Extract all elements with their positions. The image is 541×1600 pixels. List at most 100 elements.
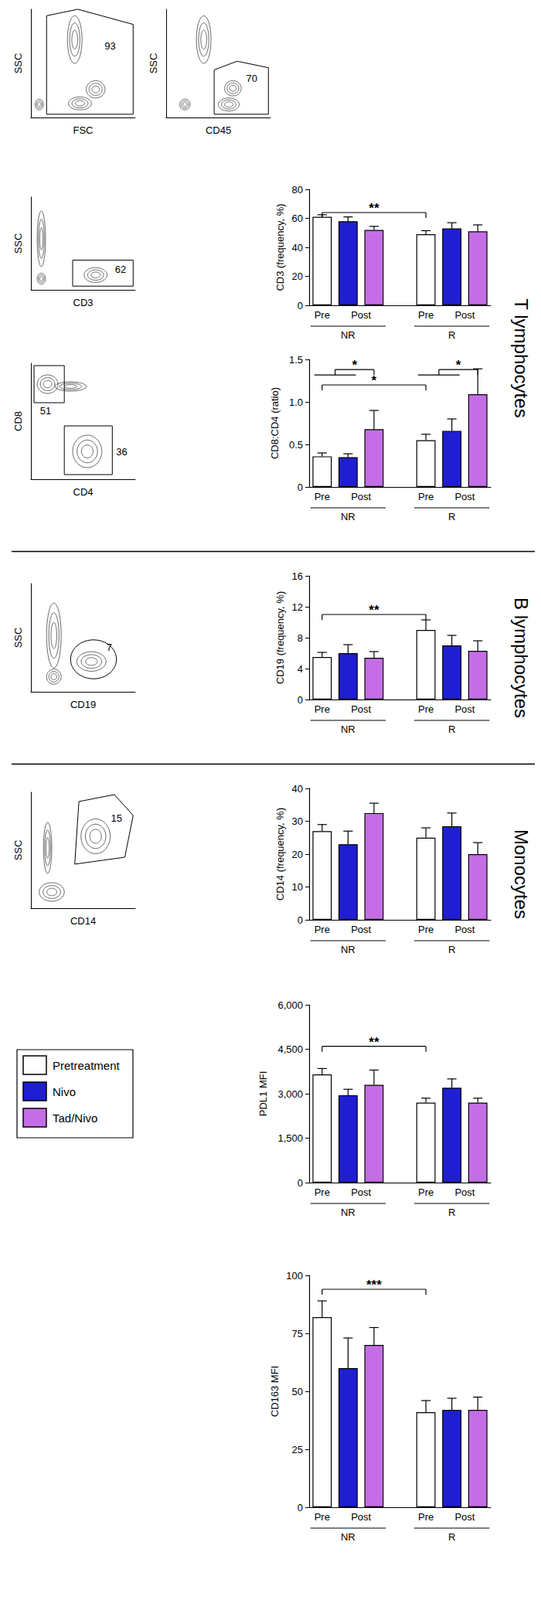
svg-text:10: 10 — [292, 881, 303, 893]
svg-text:1.0: 1.0 — [289, 396, 303, 409]
svg-text:Post: Post — [350, 923, 371, 936]
svg-text:T lymphocytes: T lymphocytes — [510, 298, 532, 418]
svg-text:CD3 (frequency, %): CD3 (frequency, %) — [274, 203, 286, 291]
svg-text:Pre: Pre — [418, 703, 434, 715]
svg-text:NR: NR — [340, 329, 356, 341]
svg-text:CD14: CD14 — [70, 915, 96, 927]
svg-text:Pre: Pre — [314, 309, 331, 321]
svg-text:25: 25 — [292, 1443, 303, 1456]
svg-text:NR: NR — [340, 1206, 356, 1219]
svg-text:R: R — [448, 1531, 456, 1543]
svg-text:SSC: SSC — [12, 627, 24, 649]
svg-text:CD163 MFI: CD163 MFI — [268, 1365, 281, 1417]
svg-text:SSC: SSC — [147, 53, 160, 75]
svg-text:Pretreatment: Pretreatment — [52, 1058, 121, 1072]
svg-text:NR: NR — [340, 510, 356, 523]
svg-text:0: 0 — [297, 914, 303, 926]
svg-text:0: 0 — [297, 1177, 303, 1189]
svg-text:SSC: SSC — [12, 840, 24, 861]
svg-text:CD8:CD4 (ratio): CD8:CD4 (ratio) — [268, 387, 281, 460]
svg-text:Post: Post — [350, 309, 371, 321]
svg-text:R: R — [448, 329, 456, 341]
svg-text:R: R — [448, 510, 456, 523]
svg-text:CD3: CD3 — [72, 296, 93, 309]
svg-text:50: 50 — [292, 1385, 303, 1398]
svg-text:Post: Post — [454, 703, 475, 715]
svg-text:8: 8 — [297, 632, 303, 644]
svg-text:Pre: Pre — [314, 923, 331, 936]
svg-text:Pre: Pre — [418, 923, 434, 936]
svg-text:CD19: CD19 — [70, 698, 96, 711]
svg-text:CD14 (frequency, %): CD14 (frequency, %) — [274, 807, 286, 901]
svg-text:Post: Post — [454, 1510, 475, 1523]
svg-text:20: 20 — [292, 270, 303, 283]
svg-text:75: 75 — [292, 1327, 303, 1340]
svg-text:*: * — [455, 357, 462, 373]
svg-text:B lymphocytes: B lymphocytes — [510, 597, 532, 718]
svg-text:**: ** — [368, 200, 380, 216]
svg-text:0: 0 — [297, 694, 303, 706]
svg-text:NR: NR — [340, 1531, 356, 1543]
svg-text:SSC: SSC — [12, 53, 24, 75]
svg-text:PDL1 MFI: PDL1 MFI — [257, 1071, 269, 1117]
svg-text:CD8: CD8 — [12, 411, 24, 432]
svg-text:1,500: 1,500 — [277, 1132, 303, 1144]
svg-text:***: *** — [366, 1277, 382, 1293]
svg-text:Pre: Pre — [314, 1510, 331, 1523]
svg-text:0.5: 0.5 — [289, 438, 303, 451]
svg-text:R: R — [448, 1206, 456, 1219]
svg-text:Post: Post — [454, 1186, 475, 1198]
svg-text:1.5: 1.5 — [289, 353, 303, 366]
svg-text:R: R — [448, 943, 456, 956]
svg-text:CD19 (frequency, %): CD19 (frequency, %) — [274, 591, 286, 684]
svg-text:0: 0 — [297, 1501, 303, 1514]
svg-text:60: 60 — [292, 212, 303, 225]
svg-text:51: 51 — [40, 404, 52, 417]
svg-text:12: 12 — [292, 601, 303, 613]
svg-text:Nivo: Nivo — [52, 1085, 76, 1099]
svg-text:CD45: CD45 — [205, 124, 232, 137]
svg-text:*: * — [371, 373, 378, 388]
svg-text:20: 20 — [292, 848, 303, 861]
svg-text:Post: Post — [350, 490, 371, 503]
svg-text:Pre: Pre — [418, 1186, 434, 1198]
svg-text:SSC: SSC — [12, 233, 24, 255]
svg-text:3,000: 3,000 — [277, 1088, 303, 1100]
svg-text:Tad/Nivo: Tad/Nivo — [52, 1111, 98, 1125]
svg-text:Post: Post — [350, 703, 371, 715]
svg-text:FSC: FSC — [73, 124, 94, 137]
svg-text:Monocytes: Monocytes — [510, 829, 532, 919]
svg-text:NR: NR — [340, 723, 356, 735]
svg-text:40: 40 — [292, 782, 303, 795]
svg-text:0: 0 — [297, 299, 303, 312]
svg-text:0: 0 — [297, 481, 303, 494]
svg-text:7: 7 — [106, 641, 113, 654]
svg-text:15: 15 — [110, 812, 122, 824]
svg-text:16: 16 — [292, 570, 303, 582]
svg-text:**: ** — [368, 1034, 380, 1050]
svg-text:R: R — [448, 723, 456, 735]
svg-text:4,500: 4,500 — [277, 1043, 303, 1055]
svg-text:Post: Post — [454, 490, 475, 503]
svg-text:NR: NR — [340, 943, 356, 956]
svg-text:62: 62 — [115, 263, 126, 276]
svg-text:Post: Post — [350, 1510, 371, 1523]
svg-text:100: 100 — [285, 1269, 303, 1282]
svg-text:93: 93 — [104, 40, 116, 52]
svg-text:6,000: 6,000 — [277, 999, 303, 1011]
svg-text:80: 80 — [292, 183, 303, 196]
svg-text:Post: Post — [454, 309, 475, 321]
svg-text:4: 4 — [297, 663, 303, 675]
svg-text:36: 36 — [115, 445, 127, 458]
svg-text:Post: Post — [350, 1186, 371, 1198]
svg-text:40: 40 — [292, 241, 303, 254]
svg-text:70: 70 — [245, 72, 257, 85]
svg-text:30: 30 — [292, 815, 303, 827]
svg-text:**: ** — [368, 602, 380, 618]
svg-text:Pre: Pre — [418, 1510, 434, 1523]
svg-text:Pre: Pre — [418, 490, 434, 503]
svg-text:Pre: Pre — [314, 1186, 331, 1198]
svg-text:CD4: CD4 — [72, 486, 93, 498]
svg-text:Pre: Pre — [314, 490, 331, 503]
svg-text:Post: Post — [454, 923, 475, 936]
